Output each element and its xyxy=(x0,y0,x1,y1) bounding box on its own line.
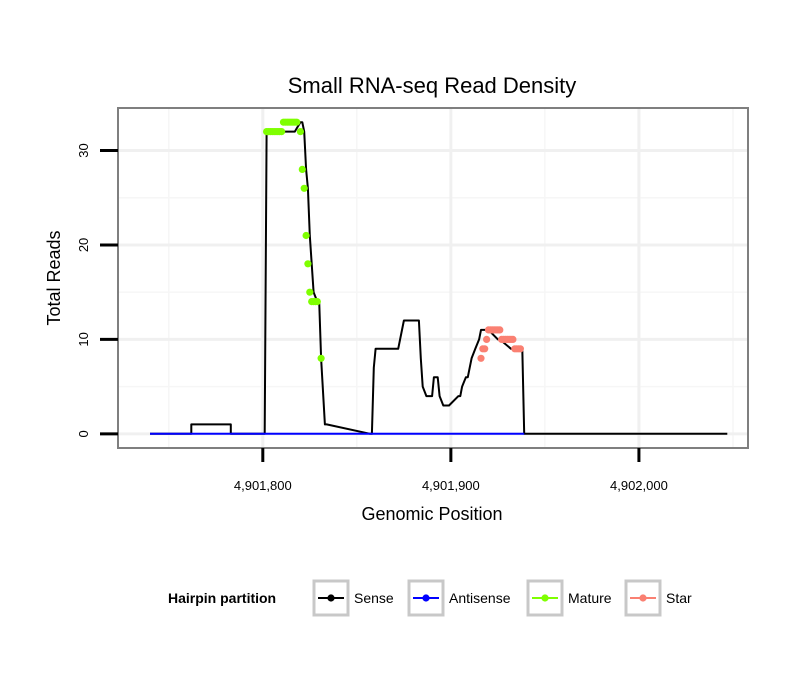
y-axis-title: Total Reads xyxy=(44,230,64,325)
legend-entries: Sense Antisense Mature Star xyxy=(312,579,692,617)
legend-title: Hairpin partition xyxy=(168,590,276,606)
star-point xyxy=(496,326,504,334)
x-axis-title: Genomic Position xyxy=(361,504,502,524)
mature-series-points xyxy=(263,118,325,362)
star-point xyxy=(477,354,485,362)
star-point xyxy=(483,335,491,343)
mature-point xyxy=(293,118,301,126)
y-tick-label: 0 xyxy=(76,430,91,437)
legend-label: Antisense xyxy=(449,590,511,606)
x-tick-label: 4,901,900 xyxy=(422,478,480,493)
series-layer xyxy=(150,118,728,435)
mature-point xyxy=(313,298,321,306)
mature-point xyxy=(304,260,312,268)
star-point xyxy=(481,345,489,353)
legend-label: Sense xyxy=(354,590,394,606)
plot-panel xyxy=(117,107,749,449)
x-axis: 4,901,800 4,901,900 4,902,000 xyxy=(234,448,668,493)
legend-entry-star: Star xyxy=(624,579,692,617)
star-point xyxy=(516,345,525,353)
panel-background xyxy=(118,108,748,448)
legend-entry-mature: Mature xyxy=(526,579,612,617)
mature-point xyxy=(317,354,325,362)
star-point xyxy=(509,335,517,343)
mature-point xyxy=(306,288,314,296)
mature-point xyxy=(298,165,306,173)
mature-point xyxy=(278,128,286,136)
star-series-points xyxy=(477,326,525,362)
sense-series-line xyxy=(150,121,728,435)
legend-entry-sense: Sense xyxy=(312,579,394,617)
legend-label: Mature xyxy=(568,590,612,606)
y-tick-label: 30 xyxy=(76,143,91,157)
y-axis: 0 10 20 30 xyxy=(76,143,118,437)
y-tick-label: 10 xyxy=(76,332,91,346)
x-tick-label: 4,902,000 xyxy=(610,478,668,493)
mature-point xyxy=(300,184,308,192)
x-tick-label: 4,901,800 xyxy=(234,478,292,493)
mature-point xyxy=(296,128,304,136)
chart-title: Small RNA-seq Read Density xyxy=(288,73,577,98)
mature-point xyxy=(302,231,310,240)
legend-label: Star xyxy=(666,590,692,606)
legend-key-point xyxy=(422,594,430,602)
y-tick-label: 20 xyxy=(76,238,91,252)
legend-key-point xyxy=(639,594,647,602)
legend-key-point xyxy=(541,594,549,602)
legend-key-point xyxy=(327,594,335,602)
panel-border xyxy=(117,107,749,449)
legend: Hairpin partition Sense Antisense Mature St… xyxy=(168,579,692,617)
legend-entry-antisense: Antisense xyxy=(407,579,511,617)
